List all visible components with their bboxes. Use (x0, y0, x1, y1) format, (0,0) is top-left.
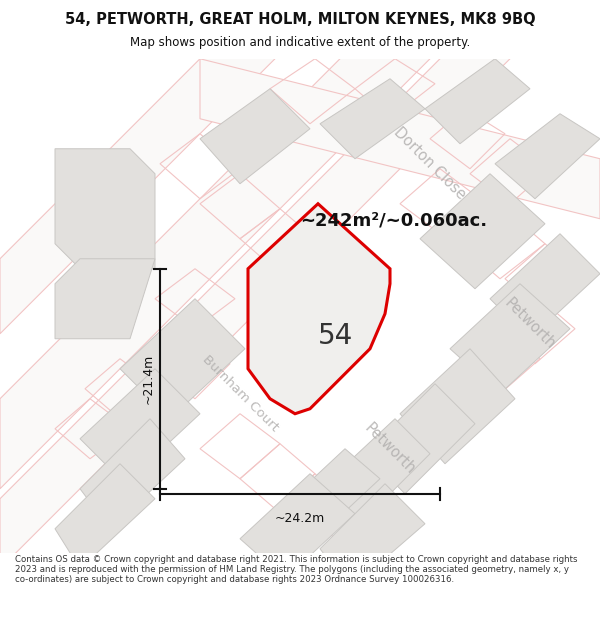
Polygon shape (420, 174, 545, 289)
Text: 54: 54 (318, 322, 353, 350)
Polygon shape (0, 0, 600, 569)
Polygon shape (200, 59, 600, 219)
Text: Dorton Close: Dorton Close (391, 125, 469, 202)
Text: ~242m²/~0.060ac.: ~242m²/~0.060ac. (300, 212, 487, 230)
Polygon shape (200, 89, 310, 184)
Polygon shape (425, 59, 530, 144)
Text: Petworth: Petworth (362, 421, 418, 477)
Text: Contains OS data © Crown copyright and database right 2021. This information is : Contains OS data © Crown copyright and d… (15, 554, 577, 584)
Polygon shape (80, 419, 185, 529)
Polygon shape (490, 234, 600, 339)
Polygon shape (240, 474, 355, 579)
Polygon shape (248, 204, 390, 414)
Text: Map shows position and indicative extent of the property.: Map shows position and indicative extent… (130, 36, 470, 49)
Polygon shape (450, 284, 570, 394)
Polygon shape (495, 114, 600, 199)
Polygon shape (80, 369, 200, 484)
Polygon shape (0, 0, 600, 334)
Text: Burnham Court: Burnham Court (199, 353, 281, 434)
Polygon shape (55, 149, 155, 269)
Polygon shape (400, 349, 515, 464)
Polygon shape (0, 0, 600, 489)
Polygon shape (270, 449, 380, 549)
Polygon shape (320, 484, 425, 589)
Polygon shape (120, 299, 245, 419)
Polygon shape (320, 419, 430, 524)
Text: Petworth: Petworth (502, 296, 559, 352)
Polygon shape (55, 259, 155, 339)
Polygon shape (320, 79, 425, 159)
Polygon shape (365, 384, 475, 494)
Text: ~24.2m: ~24.2m (275, 512, 325, 525)
Text: 54, PETWORTH, GREAT HOLM, MILTON KEYNES, MK8 9BQ: 54, PETWORTH, GREAT HOLM, MILTON KEYNES,… (65, 12, 535, 27)
Polygon shape (55, 464, 155, 569)
Text: ~21.4m: ~21.4m (142, 354, 155, 404)
